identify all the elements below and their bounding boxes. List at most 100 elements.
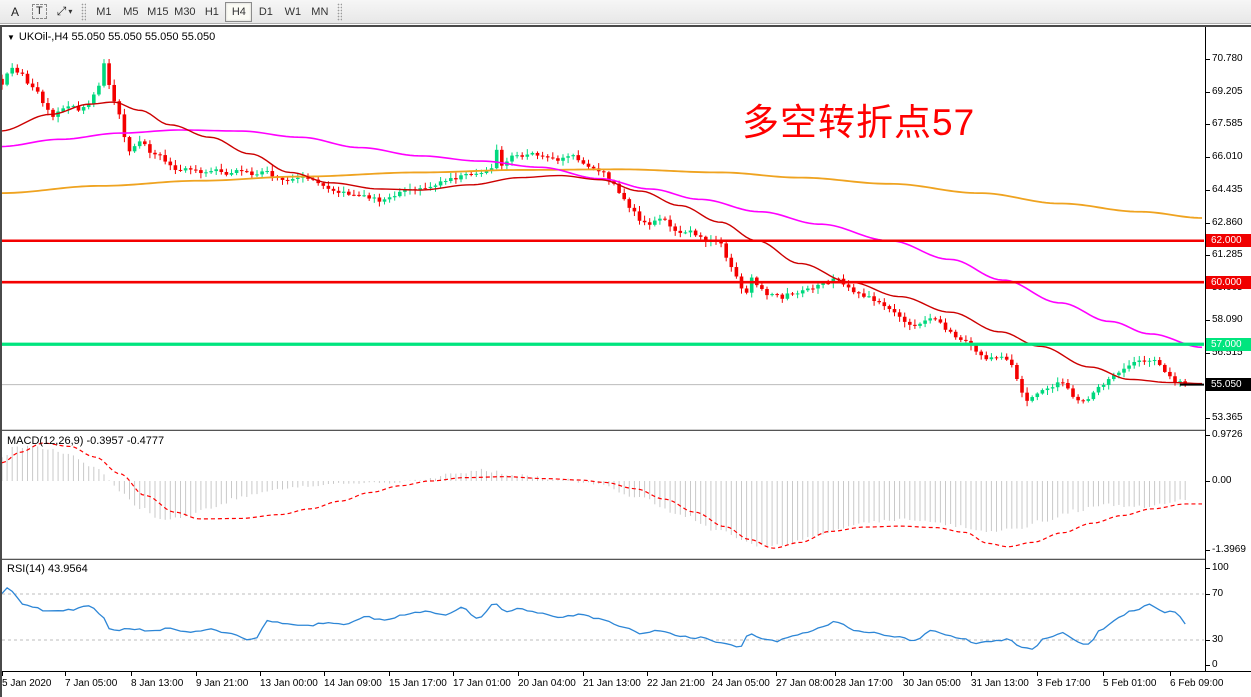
- text-label-tool-button[interactable]: A: [4, 2, 26, 22]
- rsi-tick-dash: [1206, 665, 1210, 666]
- price-badge-60.000[interactable]: 60.000: [1206, 275, 1251, 289]
- price-tick-label: 69.205: [1212, 85, 1243, 97]
- time-tick: [776, 672, 777, 676]
- time-tick: [835, 672, 836, 676]
- time-label[interactable]: 5 Feb 01:00: [1103, 678, 1157, 689]
- price-badge-55.050[interactable]: 55.050: [1206, 378, 1251, 392]
- main-chart-panel[interactable]: [0, 59, 1204, 407]
- panel-splitter-light-2[interactable]: [2, 558, 1205, 559]
- time-tick: [971, 672, 972, 676]
- price-tick-dash: [1206, 255, 1210, 256]
- time-label[interactable]: 30 Jan 05:00: [903, 678, 961, 689]
- window-border-top: [0, 25, 1251, 27]
- rsi-tick-label: 100: [1212, 562, 1229, 573]
- price-tick-dash: [1206, 59, 1210, 60]
- price-tick-label: 62.860: [1212, 216, 1243, 228]
- time-tick: [131, 672, 132, 676]
- rsi-tick-dash: [1206, 640, 1210, 641]
- chart-annotation-text: 多空转折点57: [742, 102, 976, 143]
- time-tick: [1170, 672, 1171, 676]
- rsi-indicator-label: RSI(14) 43.9564: [7, 563, 88, 575]
- time-label[interactable]: 9 Jan 21:00: [196, 678, 249, 689]
- time-label[interactable]: 21 Jan 13:00: [583, 678, 641, 689]
- timeframe-button-m1[interactable]: M1: [96, 5, 112, 18]
- time-label[interactable]: 6 Feb 09:00: [1170, 678, 1224, 689]
- price-tick-dash: [1206, 417, 1210, 419]
- timeframe-button-group: M1 M5 M15 M30 H1 H4 D1 W1 MN: [90, 1, 333, 22]
- toolbar-grip-2: [337, 2, 343, 21]
- price-tick-label: 64.435: [1212, 184, 1243, 195]
- cursor-tool-button[interactable]: ⤢ ▾: [53, 2, 77, 22]
- price-badge-62.000[interactable]: 62.000: [1206, 234, 1251, 248]
- time-label[interactable]: 7 Jan 05:00: [65, 678, 118, 689]
- macd-tick-label: 0.00: [1212, 475, 1232, 486]
- window-border-left: [0, 27, 2, 697]
- macd-panel[interactable]: [2, 442, 1202, 549]
- text-box-icon: T: [32, 4, 47, 19]
- macd-tick-dash: [1206, 481, 1210, 482]
- toolbar: A T ⤢ ▾ M1 M5 M15 M30 H1 H4 D1 W1 MN: [0, 0, 1251, 24]
- time-label[interactable]: 13 Jan 00:00: [260, 678, 318, 689]
- panel-splitter-light-1[interactable]: [2, 429, 1205, 430]
- time-tick: [389, 672, 390, 676]
- timeframe-button-h4[interactable]: H4: [225, 1, 253, 22]
- timeframe-button-m5[interactable]: M5: [123, 5, 139, 18]
- price-tick-label: 53.365: [1212, 411, 1243, 423]
- timeframe-button-mn[interactable]: MN: [311, 5, 329, 18]
- time-label[interactable]: 17 Jan 01:00: [453, 678, 511, 689]
- time-tick: [1103, 672, 1104, 676]
- price-badge-57.000[interactable]: 57.000: [1206, 337, 1251, 351]
- chart-title: ▼ UKOil-,H4 55.050 55.050 55.050 55.050: [7, 31, 215, 43]
- time-tick: [1037, 672, 1038, 676]
- macd-indicator-label: MACD(12,26,9) -0.3957 -0.4777: [7, 435, 165, 447]
- timeframe-button-d1[interactable]: D1: [258, 5, 273, 18]
- time-label[interactable]: 28 Jan 17:00: [835, 678, 893, 689]
- time-tick: [518, 672, 519, 676]
- price-tick-dash: [1206, 352, 1210, 354]
- symbol-dropdown-icon[interactable]: ▼: [7, 33, 15, 42]
- rsi-tick-label: 30: [1212, 634, 1224, 645]
- ma-mid-magenta-line: [2, 129, 1203, 349]
- price-tick-dash: [1206, 124, 1210, 125]
- time-label[interactable]: 3 Feb 17:00: [1037, 678, 1091, 689]
- price-tick-dash: [1206, 222, 1210, 224]
- time-label[interactable]: 22 Jan 21:00: [647, 678, 705, 689]
- price-tick-dash: [1206, 190, 1210, 191]
- text-box-tool-button[interactable]: T: [28, 2, 51, 22]
- chevron-down-icon: ▾: [68, 7, 73, 16]
- time-label[interactable]: 31 Jan 13:00: [971, 678, 1029, 689]
- time-tick: [903, 672, 904, 676]
- time-axis-separator: [2, 671, 1251, 672]
- time-tick: [324, 672, 325, 676]
- time-label[interactable]: 8 Jan 13:00: [131, 678, 184, 689]
- price-tick-dash: [1206, 320, 1210, 321]
- time-label[interactable]: 14 Jan 09:00: [324, 678, 382, 689]
- price-tick-label: 70.780: [1212, 53, 1243, 64]
- price-tick-label: 66.010: [1212, 151, 1243, 162]
- time-tick: [453, 672, 454, 676]
- price-axis-separator: [1205, 27, 1206, 671]
- timeframe-button-h1[interactable]: H1: [204, 5, 219, 18]
- time-label[interactable]: 15 Jan 17:00: [389, 678, 447, 689]
- chart-title-text: UKOil-,H4 55.050 55.050 55.050 55.050: [18, 31, 216, 43]
- rsi-panel[interactable]: [2, 586, 1204, 650]
- ma-slow-orange-line: [2, 168, 1203, 219]
- macd-tick-label: -1.3969: [1212, 544, 1246, 555]
- price-tick-label: 61.285: [1212, 249, 1243, 260]
- time-label[interactable]: 20 Jan 04:00: [518, 678, 576, 689]
- price-tick-label: 58.090: [1212, 314, 1243, 325]
- timeframe-button-m30[interactable]: M30: [174, 5, 196, 18]
- time-tick: [65, 672, 66, 676]
- time-label[interactable]: 27 Jan 08:00: [776, 678, 834, 689]
- macd-tick-dash: [1206, 435, 1210, 436]
- panel-splitter-1[interactable]: [2, 430, 1205, 431]
- panel-splitter-2[interactable]: [2, 559, 1205, 560]
- timeframe-button-m15[interactable]: M15: [147, 5, 169, 18]
- time-label[interactable]: 5 Jan 2020: [2, 678, 52, 689]
- time-tick: [583, 672, 584, 676]
- macd-histogram: [2, 445, 1186, 547]
- timeframe-button-w1[interactable]: W1: [284, 5, 302, 18]
- time-label[interactable]: 24 Jan 05:00: [712, 678, 770, 689]
